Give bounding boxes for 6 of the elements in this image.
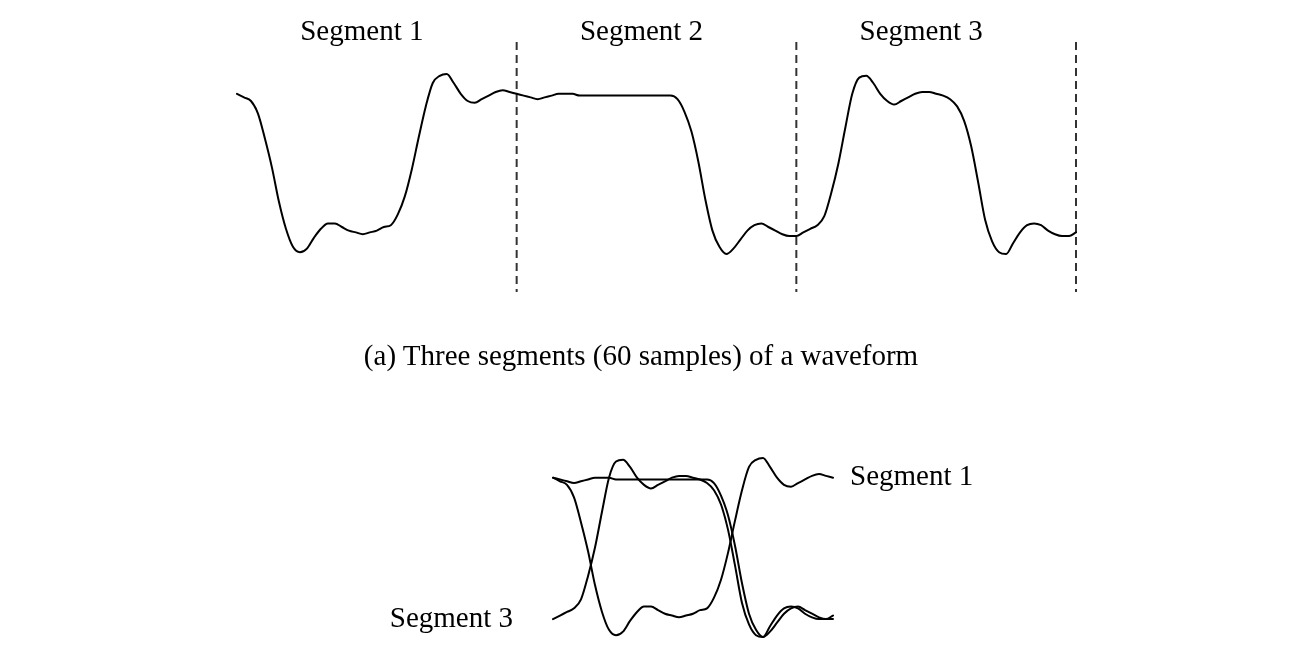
series-label: Segment 1: [850, 459, 974, 492]
text: (a) Three segments (60 samples) of a waveform: [363, 338, 919, 372]
text: Segment 1: [300, 13, 424, 46]
text: Segment 2: [579, 13, 704, 46]
series-label: Segment 3: [389, 600, 513, 633]
text: Segment 3: [859, 13, 983, 46]
